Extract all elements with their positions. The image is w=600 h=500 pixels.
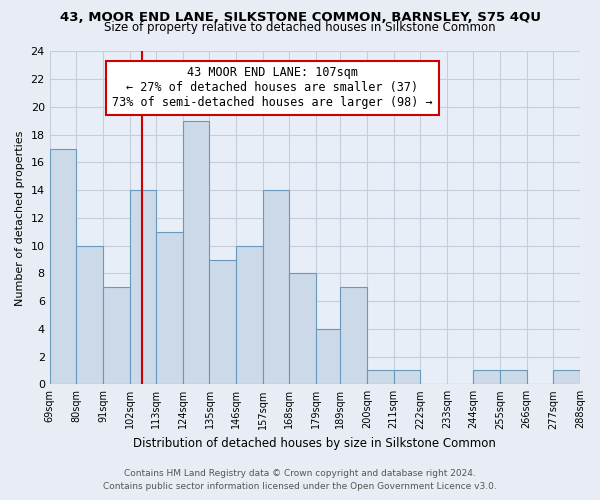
Text: Contains HM Land Registry data © Crown copyright and database right 2024.
Contai: Contains HM Land Registry data © Crown c… bbox=[103, 470, 497, 491]
Bar bbox=[130, 190, 156, 384]
Text: Size of property relative to detached houses in Silkstone Common: Size of property relative to detached ho… bbox=[104, 22, 496, 35]
Bar bbox=[500, 370, 527, 384]
Bar bbox=[553, 370, 580, 384]
Bar bbox=[340, 287, 367, 384]
Bar bbox=[103, 287, 130, 384]
Bar bbox=[50, 148, 76, 384]
Bar bbox=[394, 370, 420, 384]
X-axis label: Distribution of detached houses by size in Silkstone Common: Distribution of detached houses by size … bbox=[133, 437, 496, 450]
Bar bbox=[156, 232, 183, 384]
Bar bbox=[289, 274, 316, 384]
Bar bbox=[473, 370, 500, 384]
Y-axis label: Number of detached properties: Number of detached properties bbox=[15, 130, 25, 306]
Bar bbox=[76, 246, 103, 384]
Text: 43 MOOR END LANE: 107sqm
← 27% of detached houses are smaller (37)
73% of semi-d: 43 MOOR END LANE: 107sqm ← 27% of detach… bbox=[112, 66, 433, 110]
Bar bbox=[263, 190, 289, 384]
Bar bbox=[209, 260, 236, 384]
Bar bbox=[236, 246, 263, 384]
Bar bbox=[316, 329, 343, 384]
Bar bbox=[367, 370, 394, 384]
Bar bbox=[183, 121, 209, 384]
Text: 43, MOOR END LANE, SILKSTONE COMMON, BARNSLEY, S75 4QU: 43, MOOR END LANE, SILKSTONE COMMON, BAR… bbox=[59, 11, 541, 24]
